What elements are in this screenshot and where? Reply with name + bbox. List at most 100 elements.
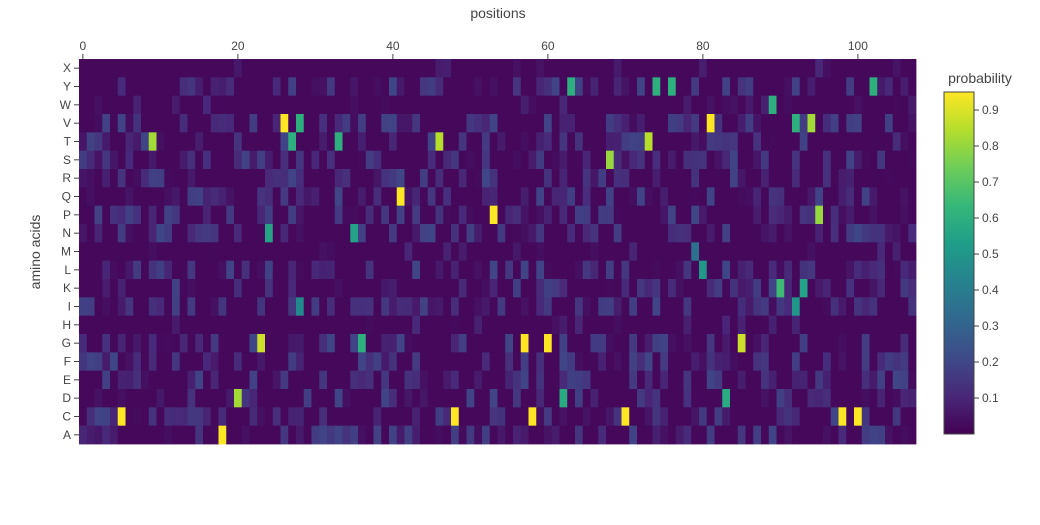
- heatmap-cell: [311, 425, 320, 445]
- heatmap-cell: [412, 334, 421, 353]
- heatmap-cell: [94, 370, 103, 390]
- heatmap-cell: [79, 370, 88, 390]
- heatmap-cell: [296, 370, 305, 390]
- heatmap-cell: [265, 297, 274, 317]
- heatmap-cell: [86, 205, 95, 225]
- heatmap-cell: [79, 77, 88, 97]
- heatmap-cell: [133, 352, 142, 372]
- heatmap-cell: [885, 150, 894, 170]
- heatmap-cell: [722, 132, 731, 152]
- heatmap-cell: [567, 224, 576, 243]
- heatmap-cell: [327, 425, 336, 445]
- heatmap-cell: [807, 334, 816, 353]
- heatmap-cell: [838, 334, 847, 353]
- heatmap-cell: [218, 297, 227, 317]
- heatmap-cell: [590, 150, 599, 170]
- heatmap-cell: [141, 425, 150, 445]
- heatmap-cell: [854, 169, 863, 188]
- heatmap-cell: [288, 132, 297, 152]
- heatmap-cell: [420, 297, 429, 317]
- heatmap-cell: [691, 224, 700, 243]
- heatmap-cell: [807, 352, 816, 372]
- heatmap-cell: [148, 352, 157, 372]
- heatmap-cell: [226, 169, 235, 188]
- heatmap-cell: [513, 242, 522, 262]
- heatmap-cell: [830, 59, 839, 78]
- heatmap-cell: [730, 260, 739, 280]
- heatmap-cell: [668, 95, 677, 115]
- heatmap-cell: [877, 132, 886, 152]
- heatmap-cell: [590, 407, 599, 427]
- heatmap-cell: [567, 297, 576, 317]
- heatmap-cell: [148, 150, 157, 170]
- heatmap-cell: [172, 224, 181, 243]
- heatmap-cell: [141, 260, 150, 280]
- heatmap-cell: [629, 224, 638, 243]
- heatmap-cell: [823, 370, 832, 390]
- heatmap-cell: [79, 95, 88, 115]
- heatmap-cell: [838, 242, 847, 262]
- heatmap-cell: [117, 150, 126, 170]
- heatmap-cell: [606, 59, 615, 78]
- heatmap-cell: [544, 205, 553, 225]
- heatmap-cell: [451, 224, 460, 243]
- heatmap-cell: [350, 114, 359, 133]
- heatmap-cell: [497, 77, 506, 97]
- heatmap-cell: [776, 407, 785, 427]
- heatmap-cell: [629, 114, 638, 133]
- heatmap-cell: [575, 205, 584, 225]
- heatmap-cell: [172, 352, 181, 372]
- heatmap-cell: [613, 114, 622, 133]
- heatmap-cell: [210, 425, 219, 445]
- heatmap-cell: [536, 260, 545, 280]
- heatmap-cell: [683, 150, 692, 170]
- heatmap-cell: [381, 169, 390, 188]
- heatmap-cell: [621, 187, 630, 207]
- heatmap-cell: [427, 132, 436, 152]
- heatmap-cell: [210, 95, 219, 115]
- heatmap-cell: [575, 334, 584, 353]
- heatmap-cell: [854, 77, 863, 97]
- heatmap-cell: [544, 95, 553, 115]
- heatmap-cell: [807, 95, 816, 115]
- heatmap-cell: [582, 187, 591, 207]
- heatmap-cell: [373, 315, 382, 335]
- heatmap-cell: [272, 224, 281, 243]
- heatmap-cell: [668, 425, 677, 445]
- heatmap-cell: [257, 205, 266, 225]
- heatmap-cell: [86, 95, 95, 115]
- heatmap-cell: [528, 114, 537, 133]
- heatmap-cell: [660, 260, 669, 280]
- heatmap-cell: [195, 224, 204, 243]
- heatmap-cell: [94, 352, 103, 372]
- heatmap-cell: [869, 77, 878, 97]
- heatmap-cell: [195, 114, 204, 133]
- heatmap-cell: [234, 334, 243, 353]
- heatmap-cell: [830, 132, 839, 152]
- heatmap-cell: [381, 297, 390, 317]
- heatmap-cell: [792, 95, 801, 115]
- heatmap-cell: [474, 407, 483, 427]
- heatmap-cell: [435, 224, 444, 243]
- heatmap-cell: [443, 352, 452, 372]
- heatmap-cell: [404, 114, 413, 133]
- heatmap-cell: [900, 114, 909, 133]
- heatmap-cell: [799, 59, 808, 78]
- heatmap-cell: [257, 260, 266, 280]
- heatmap-cell: [830, 425, 839, 445]
- heatmap-cell: [730, 59, 739, 78]
- heatmap-cell: [110, 242, 119, 262]
- heatmap-cell: [830, 224, 839, 243]
- heatmap-cell: [327, 279, 336, 298]
- heatmap-cell: [210, 224, 219, 243]
- heatmap-cell: [164, 389, 173, 408]
- heatmap-cell: [629, 77, 638, 97]
- heatmap-cell: [443, 370, 452, 390]
- heatmap-cell: [404, 370, 413, 390]
- heatmap-cell: [458, 187, 467, 207]
- heatmap-cell: [660, 425, 669, 445]
- heatmap-cell: [203, 315, 212, 335]
- heatmap-cell: [644, 77, 653, 97]
- heatmap-cell: [86, 132, 95, 152]
- heatmap-cell: [102, 114, 111, 133]
